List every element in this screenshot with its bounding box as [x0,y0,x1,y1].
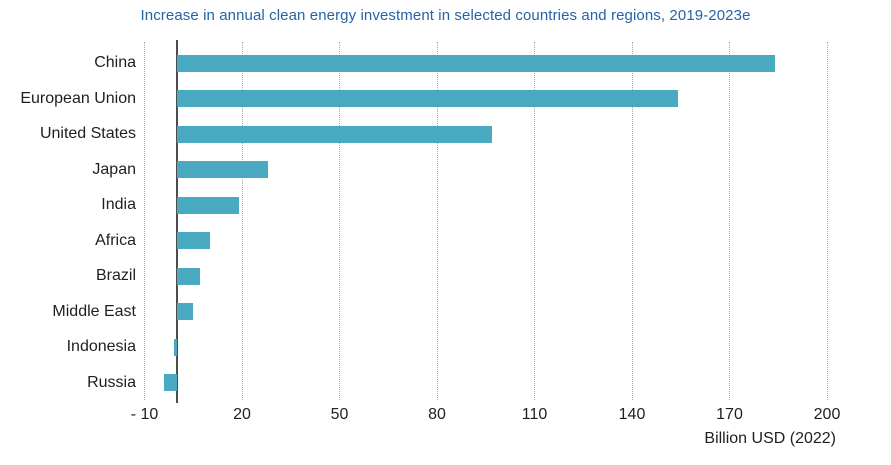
bar-china [177,54,775,72]
bar-russia [164,374,177,392]
x-tick-label-140: 140 [618,406,646,423]
category-label-european-union: European Union [20,89,136,107]
category-label-china: China [94,54,136,72]
bar-africa [177,232,210,250]
category-label-middle-east: Middle East [52,302,136,320]
gridline--10 [144,42,145,400]
category-label-india: India [101,196,136,214]
bar-united-states [177,125,493,143]
gridline-50 [339,42,340,400]
x-tick-label--10: - 10 [130,406,159,423]
bar-brazil [177,267,200,285]
category-label-united-states: United States [39,125,136,143]
x-tick-label-200: 200 [813,406,841,423]
x-axis-unit-label: Billion USD (2022) [704,430,836,447]
chart-title: Increase in annual clean energy investme… [140,7,751,24]
gridline-140 [631,42,633,400]
x-tick-label-50: 50 [330,406,349,423]
gridline-200 [826,42,828,400]
zero-axis-line [176,40,178,403]
category-label-indonesia: Indonesia [66,338,136,356]
x-tick-label-170: 170 [716,406,743,423]
bar-japan [177,161,268,179]
gridline-110 [534,42,535,400]
category-label-brazil: Brazil [95,267,136,285]
bar-indonesia [173,338,177,356]
category-label-russia: Russia [87,373,136,391]
bar-european-union [177,90,678,108]
gridline-80 [436,42,438,400]
bar-middle-east [177,303,194,321]
gridline-170 [729,42,730,400]
x-tick-label-110: 110 [521,406,548,423]
x-tick-label-20: 20 [233,406,251,423]
x-tick-label-80: 80 [428,406,446,423]
gridline-20 [241,42,243,400]
category-label-japan: Japan [92,160,136,178]
category-label-africa: Africa [95,231,136,249]
bar-india [177,196,239,214]
